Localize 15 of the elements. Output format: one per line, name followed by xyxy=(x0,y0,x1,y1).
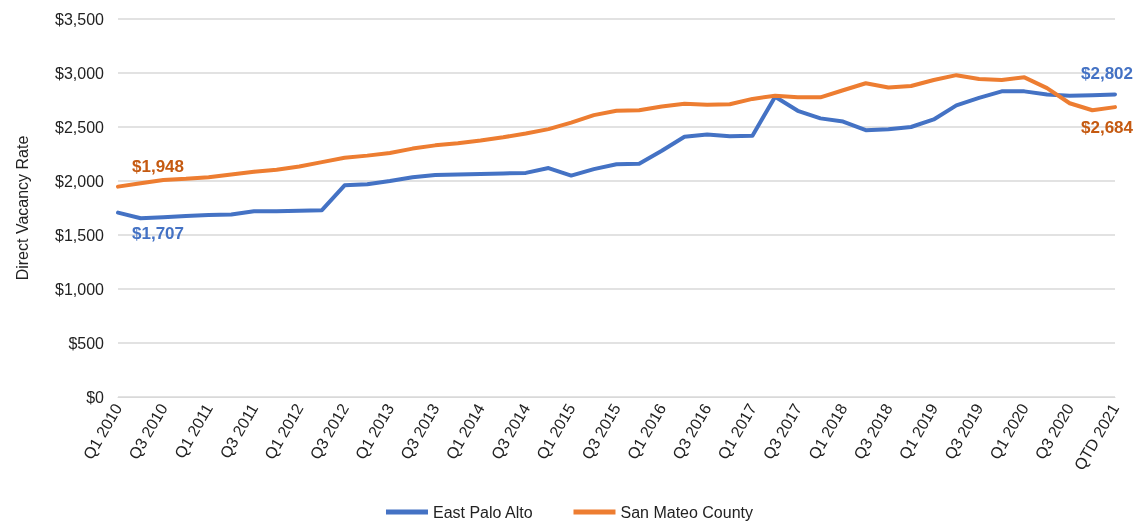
y-tick-label: $500 xyxy=(68,334,105,352)
legend-label: East Palo Alto xyxy=(432,503,533,521)
y-tick-label: $2,500 xyxy=(55,118,105,136)
y-tick-label: $3,500 xyxy=(55,10,105,28)
data-label: $1,707 xyxy=(132,223,184,243)
legend-label: San Mateo County xyxy=(620,503,754,521)
y-tick-label: $3,000 xyxy=(55,64,105,82)
data-label: $1,948 xyxy=(132,156,184,176)
data-label: $2,802 xyxy=(1081,64,1133,84)
y-tick-label: $2,000 xyxy=(55,172,105,190)
y-tick-label: $1,000 xyxy=(55,280,105,298)
y-axis-title: Direct Vacancy Rate xyxy=(13,135,31,281)
data-label: $2,684 xyxy=(1081,118,1134,138)
y-tick-label: $1,500 xyxy=(55,226,105,244)
y-tick-label: $0 xyxy=(86,388,105,406)
